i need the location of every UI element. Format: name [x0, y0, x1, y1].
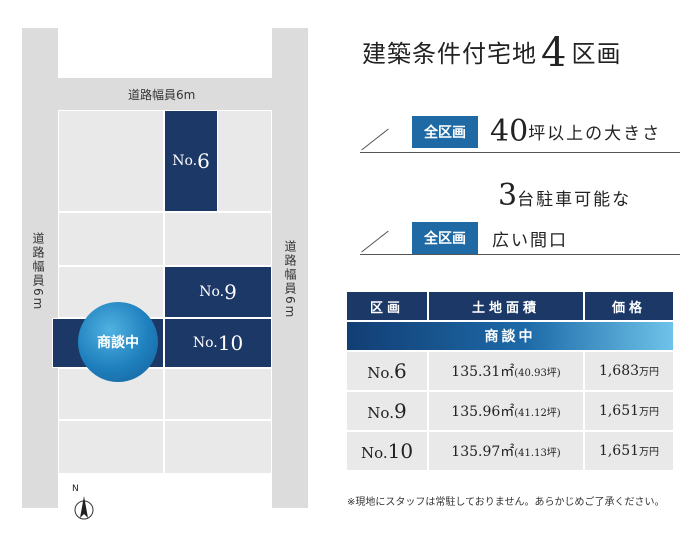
lot-no6-number: 6: [197, 149, 210, 173]
feature2-big: 3: [498, 178, 518, 213]
lot: [164, 420, 272, 474]
tsubo-value: (41.12坪): [514, 408, 561, 419]
feature2-slash: [361, 230, 389, 253]
status-banner: 商談中: [345, 320, 675, 352]
area-value: 135.96㎡: [451, 404, 515, 420]
lot-number: 9: [393, 399, 407, 423]
road-top: [22, 78, 308, 110]
road-left-label: 道路幅員6m: [31, 232, 45, 312]
table-row: No.10 135.97㎡(41.13坪) 1,651万円: [345, 430, 675, 472]
lot: [58, 420, 164, 474]
price-cell: 1,651万円: [583, 430, 675, 472]
price-value: 1,651: [598, 403, 640, 419]
lot-prefix: No.: [360, 444, 388, 462]
header-area: 土地面積: [427, 290, 585, 322]
tsubo-value: (40.93坪): [514, 368, 561, 379]
price-value: 1,651: [598, 443, 640, 459]
status-row: 商談中: [345, 320, 675, 352]
north-label: N: [72, 484, 79, 494]
title-count: 4: [541, 30, 568, 76]
feature2: 全区画 広い間口: [412, 222, 568, 254]
lot: [164, 212, 272, 266]
lot: [58, 110, 164, 212]
feature1: 全区画 40 坪以上の大きさ: [412, 114, 661, 149]
price-table: 区画 土地面積 価格 商談中 No.6 135.31㎡(40.93坪) 1,68…: [345, 290, 675, 472]
lot-number: 10: [387, 439, 414, 463]
lot-number: 6: [393, 359, 407, 383]
title-prefix: 建築条件付宅地: [362, 40, 537, 68]
price-value: 1,683: [598, 363, 640, 379]
table-row: No.9 135.96㎡(41.12坪) 1,651万円: [345, 390, 675, 432]
lot-cell: No.9: [345, 390, 429, 432]
footnote: ※現地にスタッフは常駐しておりません。あらかじめご了承ください。: [347, 497, 665, 508]
lot-no9-prefix: No.: [199, 284, 225, 300]
lot-no6: No. 6: [164, 110, 218, 212]
price-cell: 1,651万円: [583, 390, 675, 432]
area-cell: 135.97㎡(41.13坪): [427, 430, 585, 472]
road-right-label: 道路幅員6m: [283, 240, 297, 320]
feature2-line1-text: 台駐車可能な: [517, 190, 632, 210]
table-row: No.6 135.31㎡(40.93坪) 1,683万円: [345, 350, 675, 392]
feature2-tag: 全区画: [412, 222, 478, 254]
table-header-row: 区画 土地面積 価格: [345, 290, 675, 322]
negotiating-badge-label: 商談中: [97, 335, 139, 351]
price-unit: 万円: [639, 447, 660, 458]
feature2-text: 広い間口: [492, 230, 568, 251]
north-arrow: N: [72, 484, 96, 522]
feature1-big: 40: [490, 114, 529, 149]
lot-prefix: No.: [367, 404, 394, 422]
tsubo-value: (41.13坪): [514, 448, 561, 459]
price-cell: 1,683万円: [583, 350, 675, 392]
header-lot: 区画: [345, 290, 429, 322]
lot-no10-number: 10: [217, 331, 244, 355]
lot-no10: No. 10: [164, 318, 272, 368]
header-price: 価格: [583, 290, 675, 322]
site-map: No. 6 No. 9 No. 10 商談中 道路幅員6m 道路幅員6m 道路幅員6m…: [0, 0, 330, 537]
area-cell: 135.96㎡(41.12坪): [427, 390, 585, 432]
price-unit: 万円: [639, 367, 660, 378]
page-title: 建築条件付宅地 4 区画: [362, 30, 621, 76]
lot-prefix: No.: [367, 364, 394, 382]
title-suffix: 区画: [571, 40, 622, 68]
lot: [164, 368, 272, 420]
lot-cell: No.6: [345, 350, 429, 392]
negotiating-badge: 商談中: [78, 302, 158, 382]
area-value: 135.97㎡: [451, 444, 515, 460]
area-cell: 135.31㎡(40.93坪): [427, 350, 585, 392]
lot-no10-prefix: No.: [192, 335, 218, 351]
price-unit: 万円: [639, 407, 660, 418]
road-top-label: 道路幅員6m: [128, 88, 196, 102]
feature2-line1: 3 台駐車可能な: [498, 178, 631, 213]
lot-cell: No.10: [345, 430, 429, 472]
feature1-tag: 全区画: [412, 115, 478, 148]
lot-no6-prefix: No.: [172, 153, 198, 169]
lot-no9-number: 9: [224, 280, 237, 304]
feature1-divider: [360, 152, 680, 153]
feature1-slash: [361, 128, 389, 151]
feature1-text: 坪以上の大きさ: [528, 124, 662, 144]
feature2-divider: [360, 254, 680, 255]
area-value: 135.31㎡: [451, 364, 515, 380]
lot-no9: No. 9: [164, 266, 272, 318]
lot: [58, 212, 164, 266]
north-arrow-icon: [74, 496, 94, 520]
